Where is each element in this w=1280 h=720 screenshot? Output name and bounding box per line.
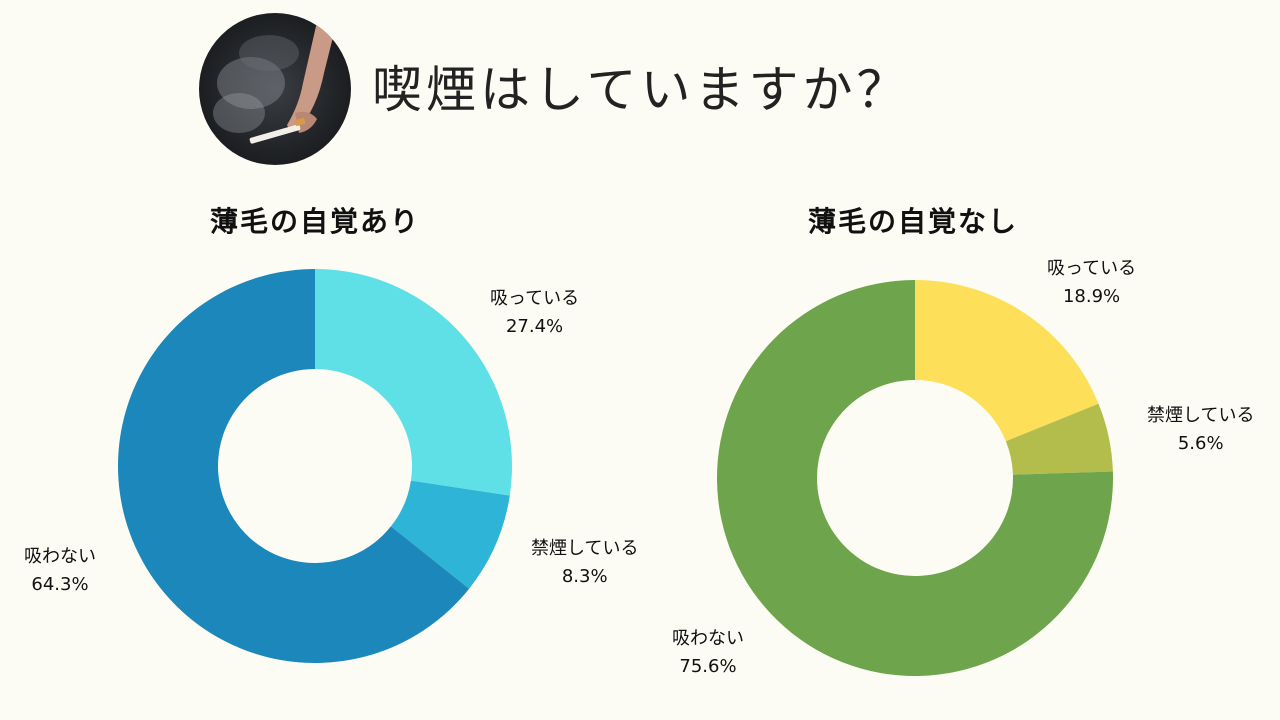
slice-smoking-left	[315, 269, 512, 496]
slice-label-never-left: 吸わない 64.3%	[24, 543, 96, 599]
slice-quit-right	[1005, 403, 1113, 475]
donut-chart-left	[117, 269, 512, 663]
category-label: 吸わない	[672, 628, 744, 649]
value-label: 27.4%	[505, 316, 564, 337]
category-label: 吸わない	[24, 546, 96, 567]
category-label: 禁煙している	[1147, 405, 1255, 426]
slice-label-quit-right: 禁煙している 5.6%	[1147, 402, 1254, 458]
slice-never-left	[117, 269, 470, 663]
cigarette-icon	[199, 13, 351, 165]
value-label: 5.6%	[1177, 433, 1224, 454]
value-label: 8.3%	[561, 566, 608, 587]
value-label: 75.6%	[679, 656, 737, 677]
category-label: 吸っている	[1047, 258, 1137, 279]
donut-chart-right	[716, 280, 1113, 676]
slice-label-never-right: 吸わない 75.6%	[672, 625, 744, 681]
slice-label-smoking-right: 吸っている 18.9%	[1047, 255, 1136, 311]
page-title: 喫煙はしていますか？	[372, 61, 911, 119]
slice-label-quit-left: 禁煙している 8.3%	[531, 535, 638, 591]
slice-label-smoking-left: 吸っている 27.4%	[490, 285, 579, 341]
chart-title-left: 薄毛の自覚あり	[209, 205, 420, 238]
value-label: 18.9%	[1062, 286, 1121, 307]
chart-title-right: 薄毛の自覚なし	[807, 205, 1018, 238]
value-label: 64.3%	[31, 574, 89, 595]
slice-smoking-right	[915, 280, 1099, 442]
slice-never-right	[716, 280, 1113, 676]
slice-quit-left	[390, 480, 510, 589]
smoking-photo	[199, 13, 351, 165]
category-label: 吸っている	[490, 288, 580, 309]
category-label: 禁煙している	[531, 538, 639, 559]
